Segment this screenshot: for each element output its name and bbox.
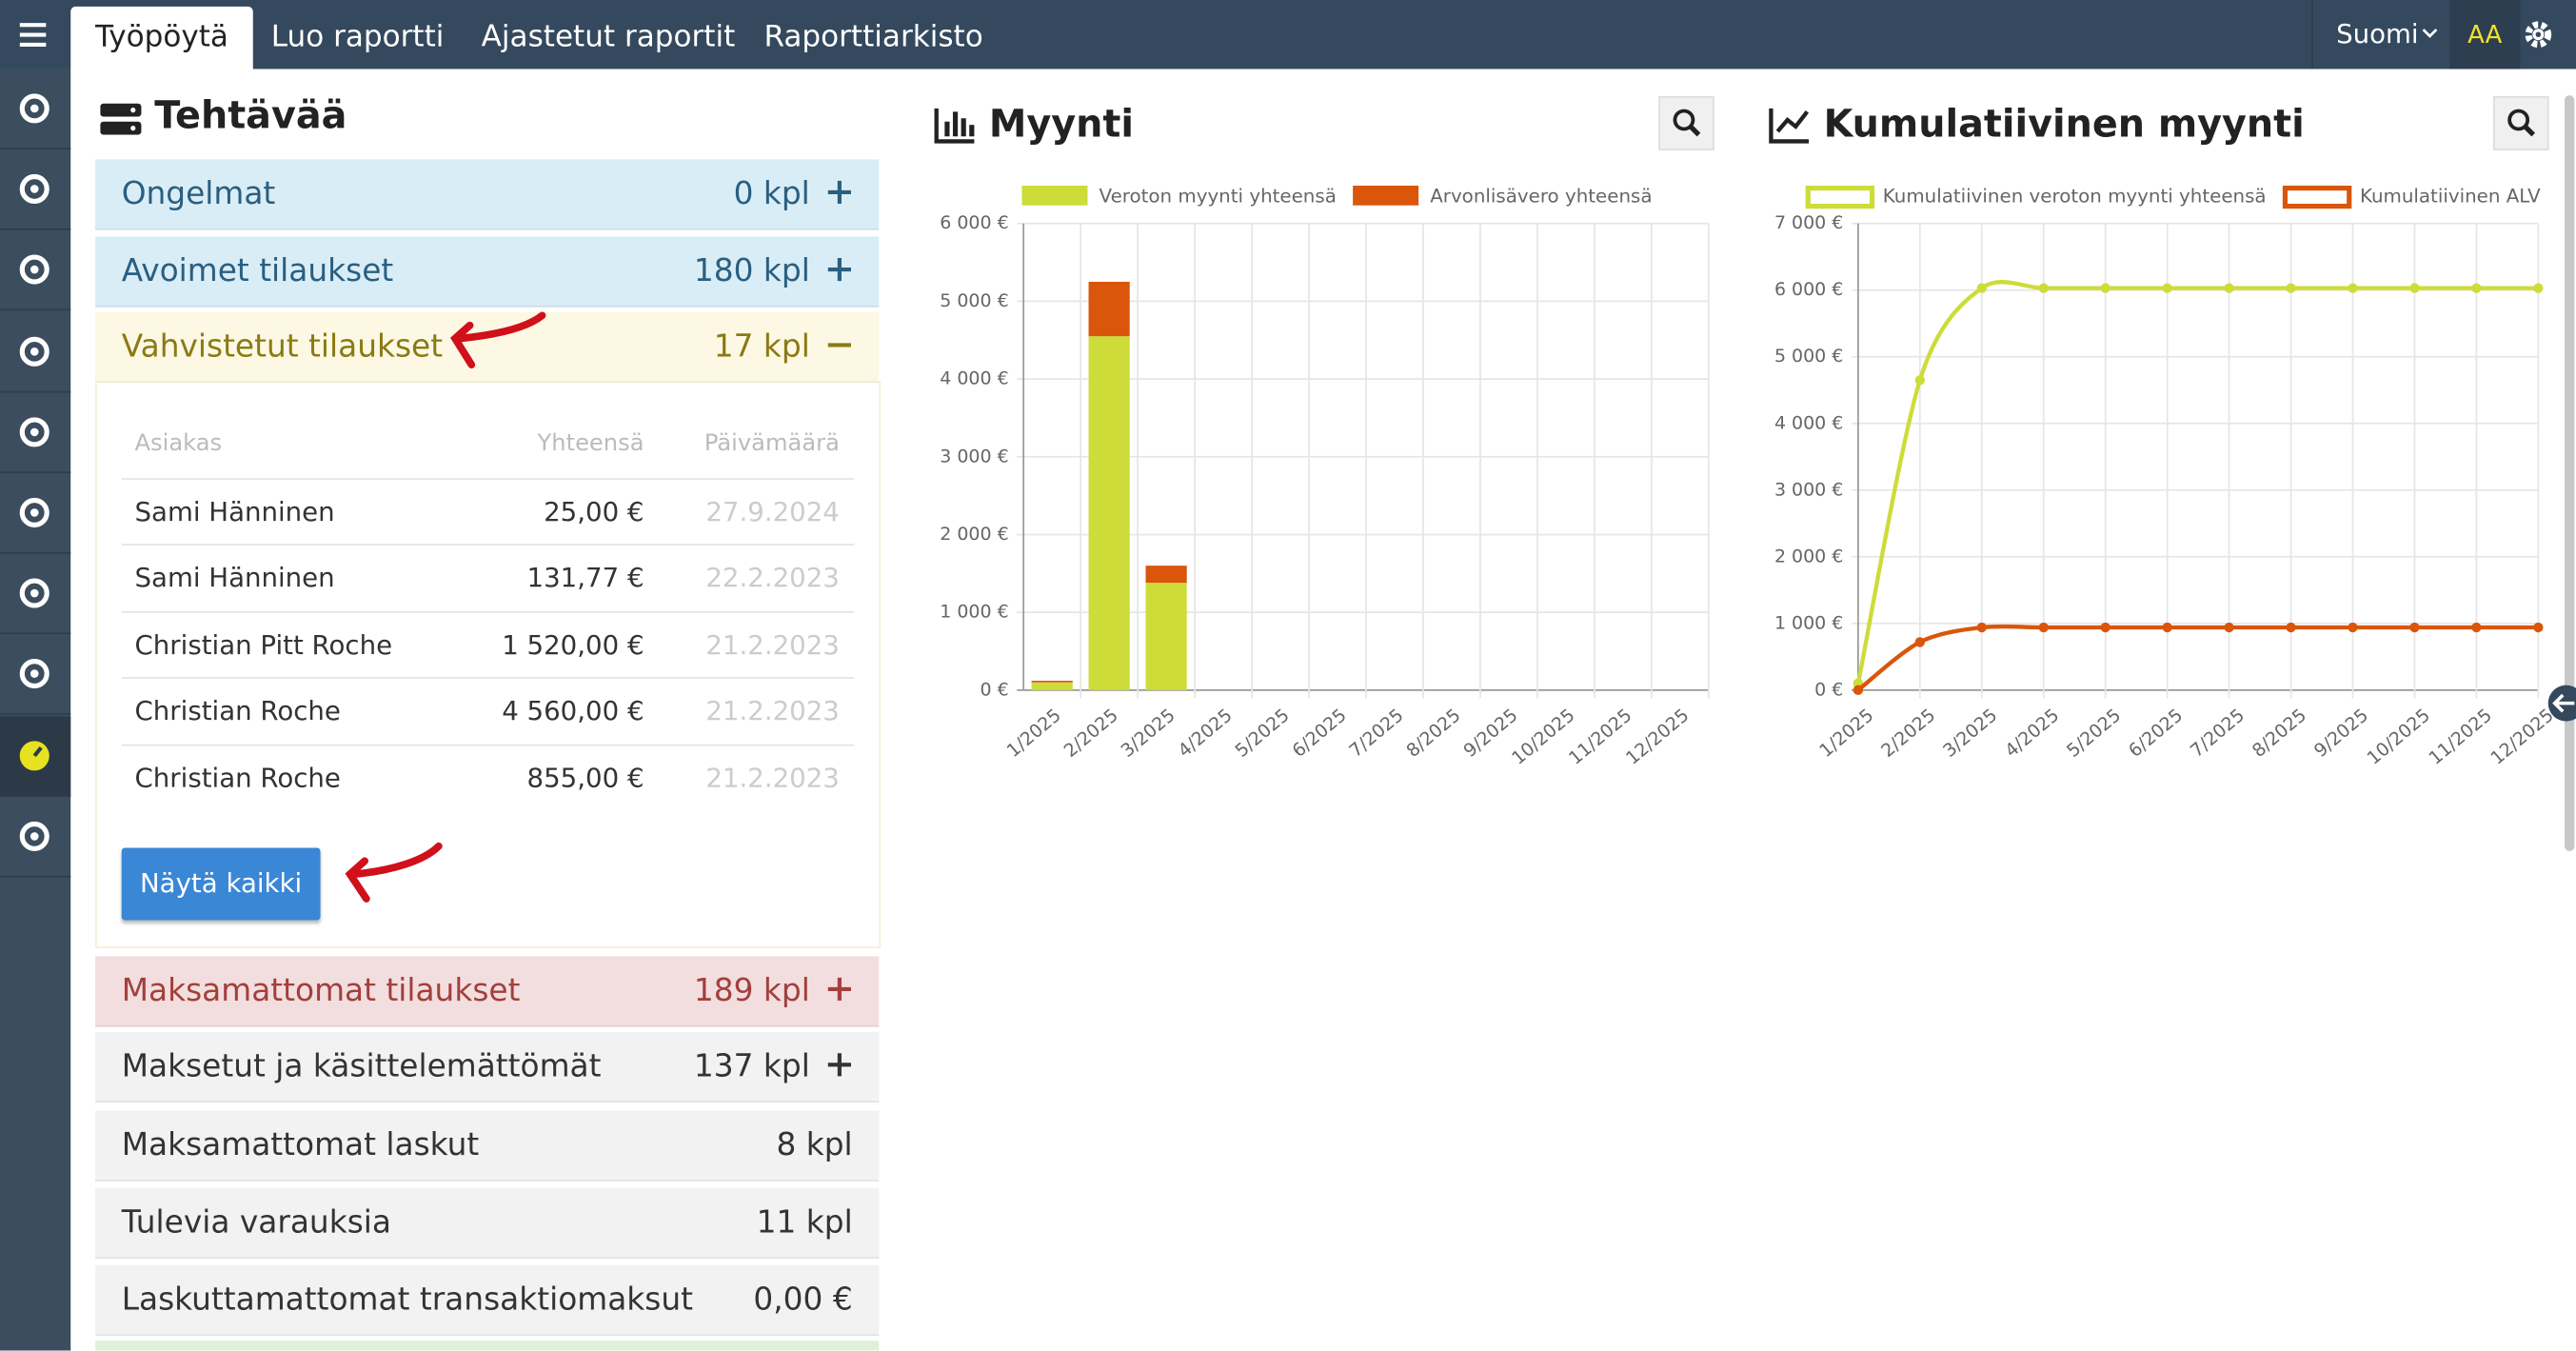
point bbox=[2101, 283, 2110, 292]
x-tick-label: 12/2025 bbox=[2487, 705, 2558, 769]
x-tick-label: 12/2025 bbox=[1622, 705, 1694, 769]
y-tick-label: 4 000 € bbox=[1774, 412, 1843, 433]
point bbox=[2471, 283, 2481, 292]
point bbox=[2286, 283, 2295, 292]
y-tick-label: 1 000 € bbox=[1774, 612, 1843, 633]
x-tick-label: 11/2025 bbox=[2425, 705, 2496, 769]
x-tick-label: 3/2025 bbox=[1117, 705, 1179, 762]
x-tick-label: 10/2025 bbox=[2363, 705, 2434, 769]
point bbox=[2348, 623, 2357, 632]
scrollbar[interactable] bbox=[2565, 95, 2574, 851]
point bbox=[1915, 375, 1925, 385]
legend-label: Kumulatiivinen ALV bbox=[2360, 186, 2541, 208]
y-tick-label: 2 000 € bbox=[940, 524, 1008, 545]
annotation-arrow bbox=[455, 315, 542, 365]
point bbox=[2162, 283, 2171, 292]
point bbox=[1853, 685, 1863, 695]
x-tick-label: 11/2025 bbox=[1565, 705, 1636, 769]
point bbox=[2348, 283, 2357, 292]
point bbox=[2286, 623, 2295, 632]
x-tick-label: 8/2025 bbox=[1402, 705, 1464, 762]
x-tick-label: 7/2025 bbox=[1345, 705, 1407, 762]
bar bbox=[1146, 583, 1187, 690]
bar bbox=[1146, 566, 1187, 583]
x-tick-label: 1/2025 bbox=[1003, 705, 1065, 762]
y-tick-label: 6 000 € bbox=[1774, 279, 1843, 300]
x-tick-label: 6/2025 bbox=[1288, 705, 1350, 762]
point bbox=[1915, 637, 1925, 646]
bar bbox=[1089, 336, 1130, 690]
x-tick-label: 5/2025 bbox=[1231, 705, 1293, 762]
y-tick-label: 1 000 € bbox=[940, 602, 1008, 623]
legend-swatch bbox=[1808, 189, 1872, 207]
legend-label: Arvonlisävero yhteensä bbox=[1430, 186, 1652, 208]
y-tick-label: 5 000 € bbox=[1774, 346, 1843, 367]
x-tick-label: 1/2025 bbox=[1815, 705, 1877, 762]
zoom-button[interactable] bbox=[2494, 97, 2548, 149]
legend-label: Kumulatiivinen veroton myynti yhteensä bbox=[1883, 186, 2267, 208]
bar-chart-icon bbox=[937, 109, 975, 142]
point bbox=[2039, 623, 2049, 632]
y-tick-label: 3 000 € bbox=[1774, 479, 1843, 500]
x-tick-label: 6/2025 bbox=[2125, 705, 2187, 762]
x-tick-label: 3/2025 bbox=[1939, 705, 2001, 762]
point bbox=[2224, 283, 2233, 292]
y-tick-label: 0 € bbox=[1814, 679, 1843, 700]
line-chart-icon bbox=[1771, 109, 1809, 142]
y-tick-label: 4 000 € bbox=[940, 368, 1008, 389]
y-tick-label: 6 000 € bbox=[940, 212, 1008, 233]
annotation-arrow bbox=[350, 846, 439, 899]
bar bbox=[1032, 683, 1073, 690]
point bbox=[2039, 283, 2049, 292]
y-tick-label: 0 € bbox=[980, 679, 1008, 700]
legend-label: Veroton myynti yhteensä bbox=[1100, 186, 1337, 208]
x-tick-label: 10/2025 bbox=[1508, 705, 1579, 769]
x-tick-label: 7/2025 bbox=[2187, 705, 2249, 762]
point bbox=[2533, 623, 2543, 632]
y-tick-label: 2 000 € bbox=[1774, 546, 1843, 566]
zoom-button[interactable] bbox=[1659, 97, 1714, 149]
y-tick-label: 5 000 € bbox=[940, 290, 1008, 311]
point bbox=[2409, 623, 2419, 632]
point bbox=[2224, 623, 2233, 632]
legend-swatch bbox=[1021, 186, 1087, 206]
bar bbox=[1032, 681, 1073, 683]
bar bbox=[1089, 282, 1130, 336]
x-tick-label: 4/2025 bbox=[1174, 705, 1236, 762]
x-tick-label: 2/2025 bbox=[1877, 705, 1939, 762]
point bbox=[2101, 623, 2110, 632]
x-tick-label: 8/2025 bbox=[2249, 705, 2310, 762]
point bbox=[2162, 623, 2171, 632]
line bbox=[1858, 626, 2538, 690]
point bbox=[2471, 623, 2481, 632]
point bbox=[1977, 283, 1987, 292]
legend-swatch bbox=[1353, 186, 1418, 206]
chart-title: Myynti bbox=[989, 102, 1134, 146]
y-tick-label: 3 000 € bbox=[940, 446, 1008, 467]
point bbox=[1977, 623, 1987, 632]
legend-swatch bbox=[2285, 189, 2348, 207]
x-tick-label: 5/2025 bbox=[2063, 705, 2125, 762]
x-tick-label: 2/2025 bbox=[1060, 705, 1122, 762]
y-tick-label: 7 000 € bbox=[1774, 212, 1843, 233]
point bbox=[2409, 283, 2419, 292]
x-tick-label: 4/2025 bbox=[2001, 705, 2063, 762]
chart-title: Kumulatiivinen myynti bbox=[1824, 102, 2305, 146]
point bbox=[2533, 283, 2543, 292]
